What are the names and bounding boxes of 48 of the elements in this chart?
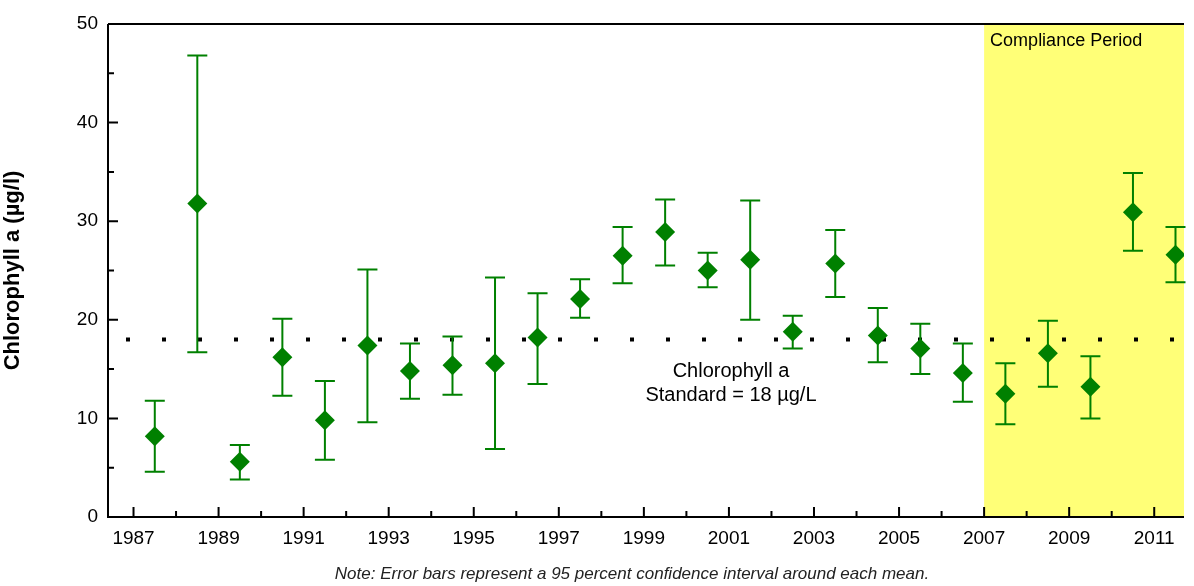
- point: [1122, 202, 1143, 223]
- x-tick-label: 1995: [452, 526, 495, 548]
- x-tick-label: 2011: [1133, 526, 1175, 548]
- point: [740, 249, 761, 270]
- point: [612, 245, 633, 266]
- text: Note: Error bars represent a 95 percent confidence interval around each mean.: [334, 564, 930, 584]
- point: [187, 193, 208, 214]
- point: [1165, 244, 1184, 265]
- x-tick-label: 2009: [1048, 526, 1091, 548]
- ref-line-label: Chlorophyll a Standard = 18 µg/L: [645, 359, 817, 406]
- y-axis-title: Chlorophyll a (µg/l): [0, 170, 25, 371]
- y-tick-label: 20: [76, 308, 98, 330]
- point: [442, 355, 463, 376]
- point: [144, 426, 165, 447]
- point: [357, 335, 378, 356]
- point: [697, 260, 718, 281]
- y-tick-label: 10: [76, 406, 98, 428]
- y-tick-label: 50: [76, 12, 98, 34]
- x-tick-label: 1997: [537, 526, 580, 548]
- x-tick-label: 2005: [877, 526, 921, 548]
- point: [485, 353, 506, 374]
- x-tick-label: 2003: [792, 526, 836, 548]
- x-tick-label: 2007: [962, 526, 1006, 548]
- y-tick-label: 30: [76, 209, 98, 231]
- x-tick-label: 1999: [622, 526, 666, 548]
- point: [825, 253, 846, 274]
- point: [272, 347, 293, 368]
- x-tick-label: 1987: [112, 526, 155, 548]
- point: [655, 222, 676, 243]
- x-tick-label: 1991: [282, 526, 325, 548]
- point: [995, 383, 1016, 404]
- point: [399, 361, 420, 382]
- point: [229, 451, 250, 472]
- x-tick-label: 1993: [367, 526, 410, 548]
- point: [1080, 376, 1101, 397]
- x-tick-label: 1989: [197, 526, 240, 548]
- point: [527, 327, 548, 348]
- x-tick-label: 2001: [707, 526, 751, 548]
- point: [314, 410, 335, 431]
- point: [782, 321, 803, 342]
- point: [1037, 343, 1058, 364]
- y-tick-label: 0: [87, 505, 98, 527]
- band-label: Compliance Period: [990, 29, 1143, 50]
- point: [952, 363, 973, 384]
- point: [867, 325, 888, 346]
- y-tick-label: 40: [76, 110, 98, 132]
- point: [570, 289, 591, 310]
- point: [910, 338, 931, 359]
